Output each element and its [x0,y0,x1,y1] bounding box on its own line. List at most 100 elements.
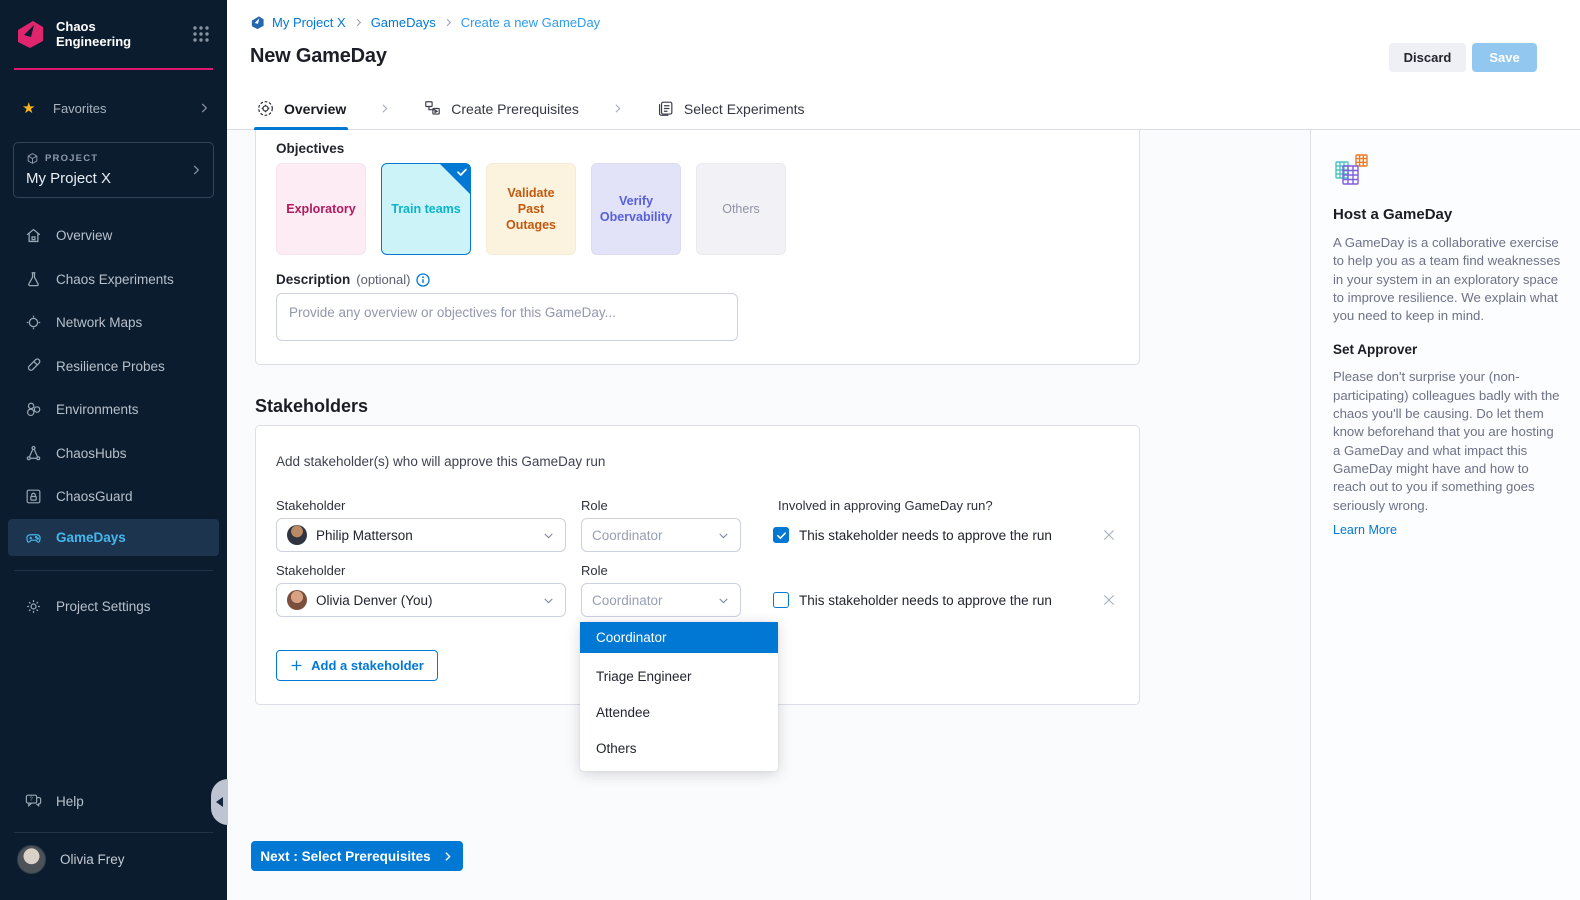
learn-more-link[interactable]: Learn More [1333,522,1397,537]
help-panel-title: Host a GameDay [1333,206,1453,223]
environments-icon [24,400,43,419]
stacked-docs-icon [656,99,675,118]
dropdown-option-attendee[interactable]: Attendee [596,704,651,720]
sidebar-nav: Overview Chaos Experiments Network Maps [0,214,227,556]
svg-text:?: ? [30,797,34,803]
stakeholder-select-value: Philip Matterson [316,527,413,543]
help-chat-icon: ? [24,792,43,811]
discard-button[interactable]: Discard [1389,43,1466,72]
sidebar-item-environments[interactable]: Environments [0,388,227,432]
cube-stack-icon [1333,152,1560,190]
chevron-right-icon [446,18,451,27]
sidebar-item-favorites[interactable]: ★ Favorites [0,88,227,128]
stakeholder-select[interactable]: Olivia Denver (You) [276,583,566,617]
dropdown-option-coordinator[interactable]: Coordinator [580,622,778,653]
role-select-value: Coordinator [592,527,663,543]
gamepad-icon [24,528,43,547]
help-panel: Host a GameDay A GameDay is a collaborat… [1310,130,1580,900]
add-stakeholder-button[interactable]: Add a stakeholder [276,650,438,681]
approve-checkbox-group[interactable]: This stakeholder needs to approve the ru… [773,527,1052,543]
breadcrumb-gamedays[interactable]: GameDays [370,15,436,30]
wizard-tabbar: Overview Create Prerequisites [227,88,1580,130]
stakeholders-heading: Stakeholders [255,396,369,416]
approve-checkbox-group[interactable]: This stakeholder needs to approve the ru… [773,592,1052,608]
next-step-button[interactable]: Next : Select Prerequisites [251,841,463,871]
objective-validate-past-outages[interactable]: Validate Past Outages [486,163,576,255]
dropdown-option-triage-engineer[interactable]: Triage Engineer [596,668,692,684]
network-node-icon [24,313,43,332]
sidebar-item-resilience-probes[interactable]: Resilience Probes [0,345,227,389]
star-icon: ★ [22,100,36,117]
help-panel-intro: A GameDay is a collaborative exercise to… [1333,235,1561,324]
main-area: My Project X GameDays Create a new GameD… [227,0,1580,900]
description-input[interactable] [276,293,738,341]
remove-stakeholder-icon[interactable] [1101,592,1117,608]
info-icon[interactable] [416,272,431,287]
description-label: Description [276,272,351,287]
objectives-card: Objectives Exploratory Train teams Valid… [255,130,1140,365]
objective-label: Validate Past Outages [505,186,556,232]
tab-create-prerequisites[interactable]: Create Prerequisites [421,88,581,129]
chevron-down-icon [719,597,728,603]
module-grid-icon[interactable] [191,24,211,44]
tab-label: Select Experiments [683,100,805,117]
stakeholder-select[interactable]: Philip Matterson [276,518,566,552]
dropdown-option-others[interactable]: Others [596,740,637,756]
objective-train-teams[interactable]: Train teams [381,163,471,255]
sidebar-item-overview[interactable]: Overview [0,214,227,258]
help-panel-section-title: Set Approver [1333,342,1418,358]
nav-label: Network Maps [56,315,143,331]
sidebar-item-chaoshubs[interactable]: ChaosHubs [0,432,227,476]
chevron-right-icon [193,165,200,175]
sidebar-item-chaos-experiments[interactable]: Chaos Experiments [0,258,227,302]
objective-others[interactable]: Others [696,163,786,255]
help-label: Help [56,793,84,809]
approve-checkbox-label: This stakeholder needs to approve the ru… [799,592,1052,608]
brand-title: Chaos Engineering [56,19,132,49]
checkbox-checked-icon[interactable] [773,527,789,543]
chevron-right-icon [615,104,621,113]
breadcrumb-project[interactable]: My Project X [272,15,346,30]
remove-stakeholder-icon[interactable] [1101,527,1117,543]
sidebar-collapse-handle[interactable] [211,779,228,825]
checkbox-unchecked-icon[interactable] [773,592,789,608]
role-dropdown-menu: Coordinator Triage Engineer Attendee Oth… [580,622,778,771]
plus-icon [291,660,302,671]
chevron-right-icon [201,103,208,113]
tab-select-experiments[interactable]: Select Experiments [654,88,807,129]
chevron-right-icon [382,104,388,113]
user-menu[interactable]: Olivia Frey [0,845,227,874]
sidebar-divider [14,569,213,571]
chevron-down-icon [719,532,728,538]
objectives-label: Objectives [276,141,345,156]
nav-label: ChaosHubs [56,445,127,461]
page-title: New GameDay [250,45,387,67]
favorites-label: Favorites [53,100,107,116]
role-select-open[interactable]: Coordinator [581,583,741,617]
tab-overview[interactable]: Overview [254,88,349,130]
role-select[interactable]: Coordinator [581,518,741,552]
sidebar-item-project-settings[interactable]: Project Settings [0,585,227,629]
save-button[interactable]: Save [1472,43,1537,72]
involved-column-header: Involved in approving GameDay run? [778,498,993,513]
hub-nodes-icon [24,444,43,463]
add-stakeholder-label: Add a stakeholder [311,658,424,673]
role-column-header: Role [581,498,608,513]
chevron-right-icon [356,18,361,27]
sidebar-item-network-maps[interactable]: Network Maps [0,301,227,345]
nav-label: Project Settings [56,598,151,614]
gear-icon [24,597,43,616]
sidebar-item-chaosguard[interactable]: ChaosGuard [0,475,227,519]
objective-verify-observability[interactable]: Verify Obervability [591,163,681,255]
project-selector[interactable]: PROJECT My Project X [13,142,214,198]
project-kicker: PROJECT [45,153,99,164]
sidebar-item-gamedays[interactable]: GameDays [8,518,219,556]
user-name: Olivia Frey [60,852,125,867]
lock-shield-icon [24,487,43,506]
stakeholder-column-header: Stakeholder [276,563,346,578]
objective-exploratory[interactable]: Exploratory [276,163,366,255]
objective-label: Train teams [391,202,461,216]
description-label-row: Description (optional) [276,272,431,287]
sidebar-item-help[interactable]: ? Help [0,783,227,819]
page-header: My Project X GameDays Create a new GameD… [227,8,1580,88]
